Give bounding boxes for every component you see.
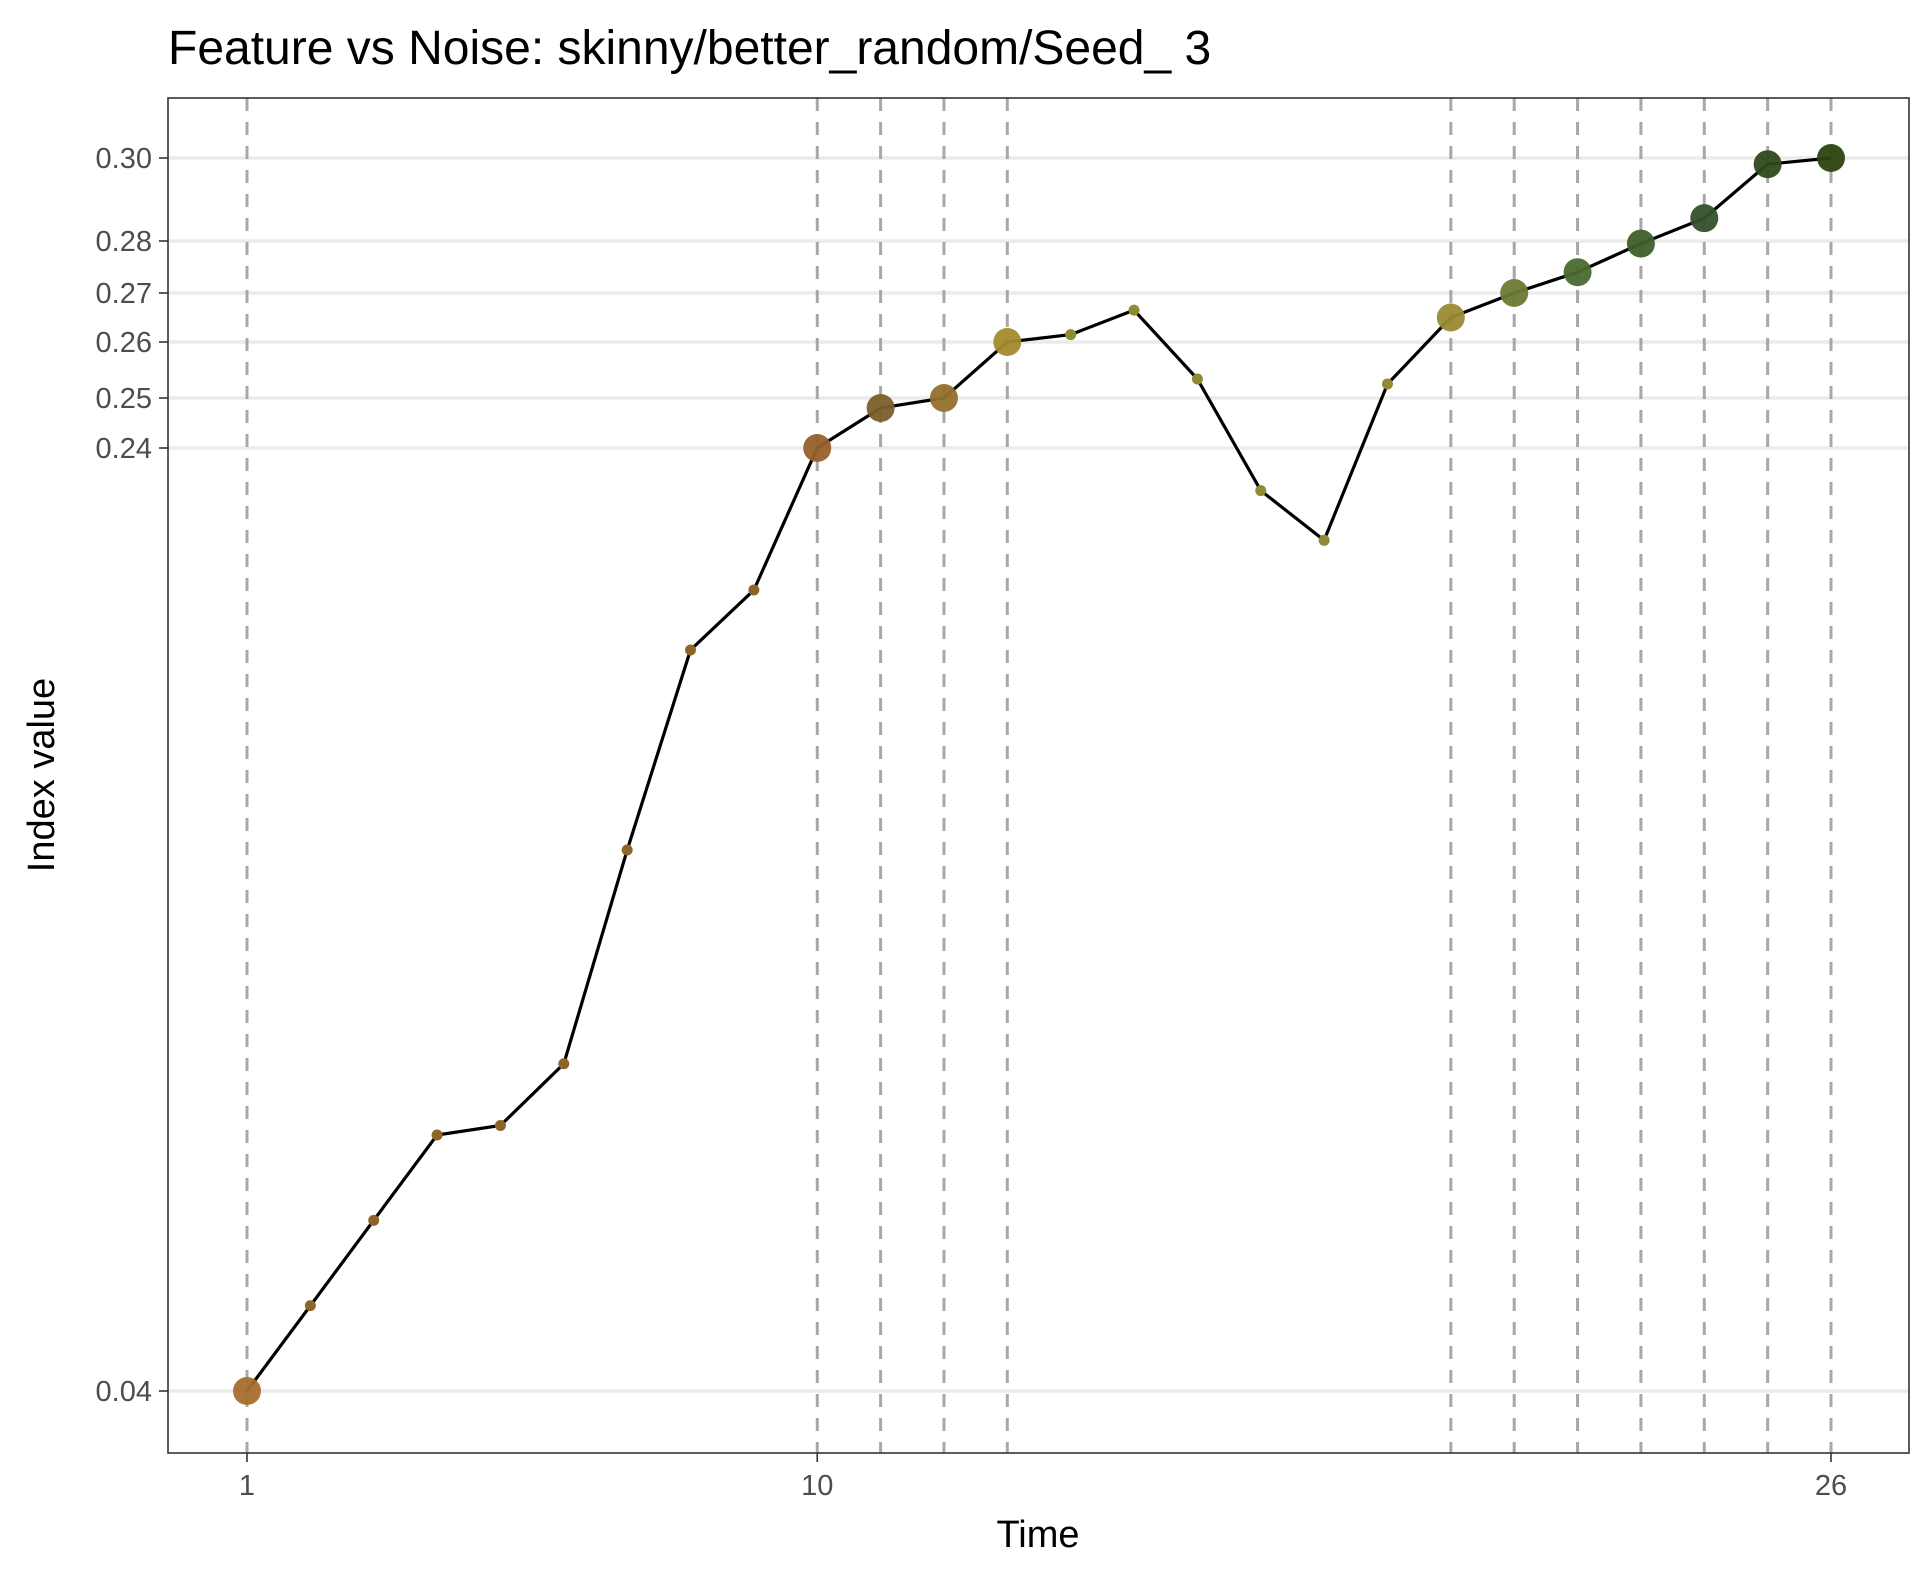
data-point [748,584,760,596]
data-point [368,1214,380,1226]
event-lines [245,98,1833,1453]
data-point [494,1120,506,1131]
highlighted-data-point [1817,144,1845,172]
data-point [558,1058,570,1070]
data-point [304,1300,316,1312]
chart-title: Feature vs Noise: skinny/better_random/S… [168,22,1211,75]
y-tick-label: 0.25 [96,383,152,415]
highlighted-data-point [233,1377,261,1405]
panel-border [167,97,1910,1454]
data-point [1381,378,1393,390]
data-point [1065,329,1077,341]
highlighted-data-point [866,394,895,422]
highlighted-data-point [1753,150,1782,179]
data-point [621,844,633,856]
y-tick-label: 0.27 [96,278,152,310]
x-axis-title: Time [996,1514,1079,1556]
highlighted-data-point [1500,279,1529,307]
highlighted-data-point [803,434,832,462]
y-tick-label: 0.04 [96,1376,152,1408]
y-axis-title: Index value [21,678,63,872]
y-tick-label: 0.28 [96,226,152,258]
highlighted-data-point [929,384,958,412]
y-tick-label: 0.30 [96,143,152,175]
data-point [1191,373,1203,385]
x-tick-label: 1 [239,1470,255,1502]
y-tick-label: 0.26 [96,327,152,359]
series-points [233,144,1845,1405]
data-point [1318,534,1330,546]
x-tick-label: 10 [801,1470,833,1502]
data-point [1255,485,1267,497]
grid [168,156,1909,1393]
x-axis: 1 10 26 [239,1453,1847,1502]
y-tick-label: 0.24 [96,433,152,465]
highlighted-data-point [993,328,1022,356]
x-tick-label: 26 [1815,1470,1847,1502]
highlighted-data-point [1626,229,1655,258]
highlighted-data-point [1563,258,1592,287]
highlighted-data-point [1690,204,1719,233]
data-point [1128,304,1140,316]
highlighted-data-point [1436,303,1465,332]
data-point [431,1129,443,1141]
y-axis: 0.04 0.24 0.25 0.26 0.27 0.28 0.30 [96,143,168,1408]
data-point [685,644,697,656]
